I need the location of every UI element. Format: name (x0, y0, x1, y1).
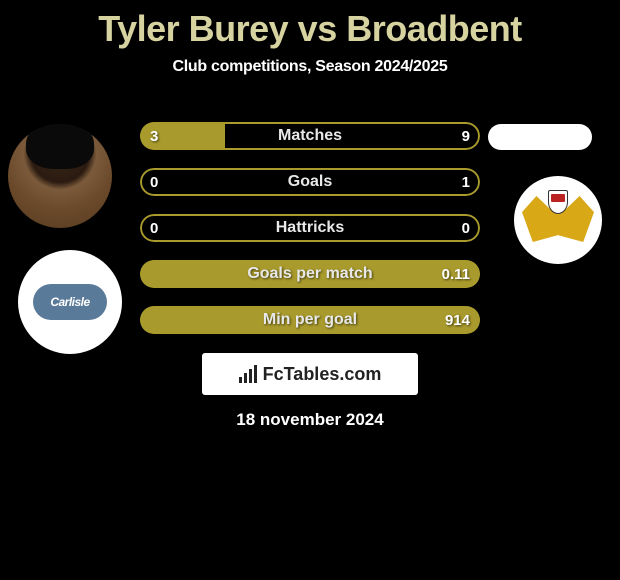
comparison-date: 18 november 2024 (0, 410, 620, 430)
stat-label: Matches (140, 122, 480, 150)
club-left-logo: Carlisle (18, 250, 122, 354)
stat-row: 0Hattricks0 (140, 214, 480, 242)
club-right-badge (522, 190, 594, 250)
watermark: FcTables.com (202, 353, 418, 395)
stat-row: Min per goal914 (140, 306, 480, 334)
stat-row: Goals per match0.11 (140, 260, 480, 288)
stat-row: 0Goals1 (140, 168, 480, 196)
stat-label: Goals per match (140, 260, 480, 288)
stat-value-right: 914 (445, 306, 470, 334)
stat-label: Goals (140, 168, 480, 196)
player-right-avatar (488, 124, 592, 150)
player-left-avatar (8, 124, 112, 228)
stat-label: Hattricks (140, 214, 480, 242)
stat-value-right: 0 (462, 214, 470, 242)
club-right-logo (514, 176, 602, 264)
stats-bars: 3Matches90Goals10Hattricks0Goals per mat… (140, 122, 480, 352)
chart-icon (239, 365, 257, 383)
watermark-text: FcTables.com (263, 364, 382, 385)
stat-value-right: 9 (462, 122, 470, 150)
comparison-title: Tyler Burey vs Broadbent (0, 0, 620, 50)
stat-label: Min per goal (140, 306, 480, 334)
stat-value-right: 0.11 (442, 260, 470, 288)
stat-value-right: 1 (462, 168, 470, 196)
stat-row: 3Matches9 (140, 122, 480, 150)
comparison-subtitle: Club competitions, Season 2024/2025 (0, 58, 620, 76)
club-left-name: Carlisle (33, 284, 107, 320)
